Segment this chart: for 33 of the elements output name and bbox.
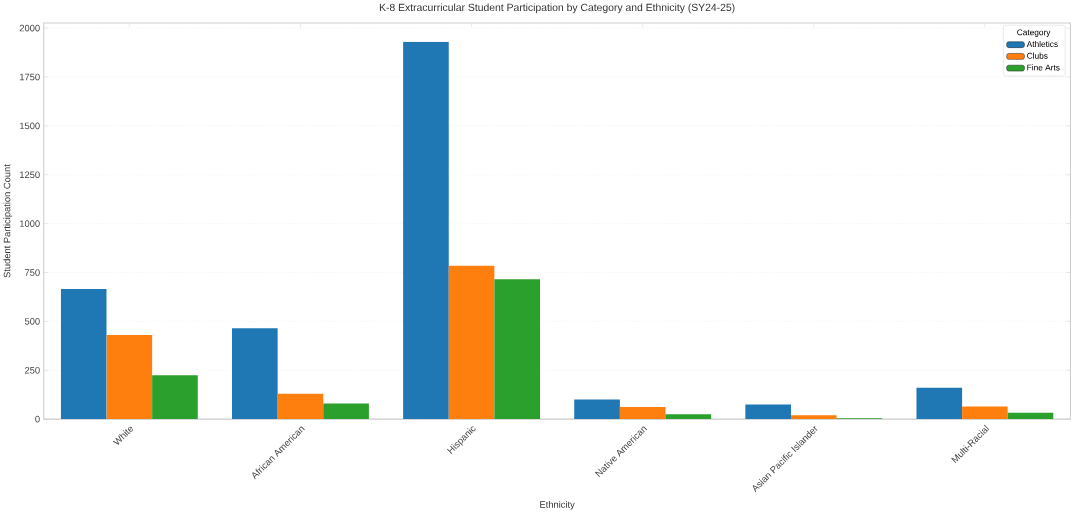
bar (665, 414, 712, 420)
y-tick-label: 1750 (20, 73, 40, 81)
y-tick-label: 1250 (20, 171, 40, 179)
y-tick-label: 2000 (19, 24, 40, 32)
x-axis-title: Ethnicity (540, 500, 575, 510)
bar (745, 404, 791, 420)
bar (232, 328, 278, 420)
y-axis-title: Student Participation Count (3, 164, 13, 278)
bar (60, 289, 107, 420)
bar (494, 279, 541, 420)
y-tick-label: 1000 (20, 220, 40, 227)
bar (448, 265, 495, 420)
bar (916, 387, 963, 420)
bar (403, 41, 449, 420)
legend-label: Athletics (1026, 40, 1058, 47)
bar (277, 393, 324, 420)
y-tick-label: 0 (35, 415, 40, 423)
bar (106, 335, 153, 420)
bar (962, 406, 1008, 420)
bar (323, 403, 369, 420)
legend-label: Clubs (1027, 52, 1048, 59)
bar (619, 406, 666, 420)
y-tick-label: 250 (24, 366, 40, 374)
chart-title: K-8 Extracurricular Student Participation by Category and Ethnicity (SY24-25) (379, 3, 735, 14)
y-tick-label: 500 (24, 318, 40, 325)
legend-label: Fine Arts (1027, 64, 1060, 71)
bar (152, 375, 198, 420)
y-tick-label: 1500 (20, 122, 40, 130)
bar (1007, 412, 1054, 420)
bar (790, 415, 837, 420)
bar (574, 399, 620, 420)
legend-title: Category (1017, 29, 1051, 37)
y-tick-label: 750 (24, 269, 40, 276)
